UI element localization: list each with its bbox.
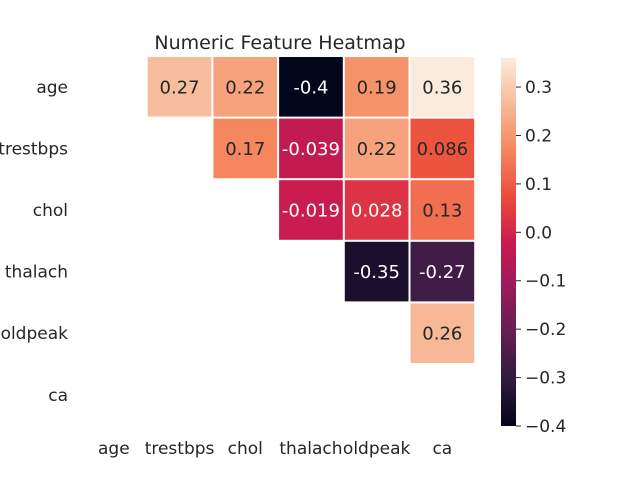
row-label-chol: chol bbox=[33, 201, 68, 221]
cell-value-trestbps-thalach: -0.039 bbox=[282, 139, 340, 160]
row-tick-labels: age trestbps chol thalach oldpeak ca bbox=[0, 78, 68, 406]
column-label-chol: chol bbox=[228, 439, 263, 459]
heatmap-cell-thalach-oldpeak bbox=[344, 241, 409, 302]
cell-value-age-oldpeak: 0.19 bbox=[357, 77, 397, 98]
cell-value-age-chol: 0.22 bbox=[225, 77, 265, 98]
heatmap-cell-age-thalach bbox=[279, 57, 343, 117]
row-label-ca: ca bbox=[48, 386, 68, 406]
cell-value-trestbps-ca: 0.086 bbox=[417, 139, 469, 160]
column-label-ca: ca bbox=[432, 439, 452, 459]
colorbar-tick-label: −0.3 bbox=[525, 369, 566, 389]
colorbar-tick-label: 0.0 bbox=[525, 223, 552, 243]
row-label-oldpeak: oldpeak bbox=[1, 324, 69, 344]
colorbar-ticks: 0.3 0.2 0.1 0.0 −0.1 −0.2 −0.3 −0.4 bbox=[516, 78, 566, 437]
colorbar-gradient bbox=[501, 58, 516, 426]
cell-value-chol-thalach: -0.019 bbox=[282, 201, 340, 222]
column-label-trestbps: trestbps bbox=[145, 439, 215, 459]
colorbar-tick-label: 0.1 bbox=[525, 175, 552, 195]
heatmap-cell-trestbps-oldpeak bbox=[344, 118, 409, 179]
heatmap-cell-chol-thalach bbox=[279, 180, 343, 240]
cell-value-age-trestbps: 0.27 bbox=[160, 77, 200, 98]
colorbar-tick-label: −0.2 bbox=[525, 320, 566, 340]
column-label-thalach: thalach bbox=[279, 439, 342, 459]
column-tick-labels: age trestbps chol thalach oldpeak ca bbox=[98, 439, 452, 459]
cell-value-thalach-oldpeak: -0.35 bbox=[353, 262, 400, 283]
colorbar-tick-label: −0.4 bbox=[525, 417, 566, 437]
column-label-age: age bbox=[98, 439, 130, 459]
colorbar: 0.3 0.2 0.1 0.0 −0.1 −0.2 −0.3 −0.4 bbox=[501, 58, 566, 437]
heatmap-cell-chol-oldpeak bbox=[344, 180, 409, 240]
chart-title: Numeric Feature Heatmap bbox=[154, 32, 405, 54]
row-label-age: age bbox=[36, 78, 68, 98]
colorbar-tick-label: 0.3 bbox=[525, 78, 552, 98]
heatmap-cell-trestbps-thalach bbox=[279, 118, 343, 179]
heatmap-cell-age-trestbps bbox=[147, 57, 212, 117]
cell-value-age-thalach: -0.4 bbox=[293, 77, 328, 98]
cell-value-thalach-ca: -0.27 bbox=[419, 262, 466, 283]
heatmap-cell-age-oldpeak bbox=[344, 57, 409, 117]
heatmap-cell-oldpeak-ca bbox=[410, 303, 475, 363]
cell-value-chol-oldpeak: 0.028 bbox=[351, 201, 403, 222]
heatmap-cell-age-chol bbox=[213, 57, 278, 117]
heatmap-cell-chol-ca bbox=[410, 180, 475, 240]
colorbar-tick-label: −0.1 bbox=[525, 272, 566, 292]
heatmap-cell-trestbps-ca bbox=[410, 118, 475, 179]
heatmap-cells: 0.27 0.22 -0.4 0.19 0.36 0.17 -0.039 0.22 0.086 -… bbox=[147, 57, 475, 363]
column-label-oldpeak: oldpeak bbox=[343, 439, 411, 459]
heatmap-cell-age-ca bbox=[410, 57, 475, 117]
cell-value-trestbps-oldpeak: 0.22 bbox=[357, 139, 397, 160]
heatmap-cell-trestbps-chol bbox=[213, 118, 278, 179]
row-label-trestbps: trestbps bbox=[0, 139, 68, 159]
cell-value-trestbps-chol: 0.17 bbox=[225, 139, 265, 160]
cell-value-age-ca: 0.36 bbox=[422, 77, 462, 98]
heatmap-cell-thalach-ca bbox=[410, 241, 475, 302]
cell-value-chol-ca: 0.13 bbox=[422, 201, 462, 222]
cell-value-oldpeak-ca: 0.26 bbox=[422, 324, 462, 345]
row-label-thalach: thalach bbox=[5, 263, 68, 283]
colorbar-tick-label: 0.2 bbox=[525, 126, 552, 146]
